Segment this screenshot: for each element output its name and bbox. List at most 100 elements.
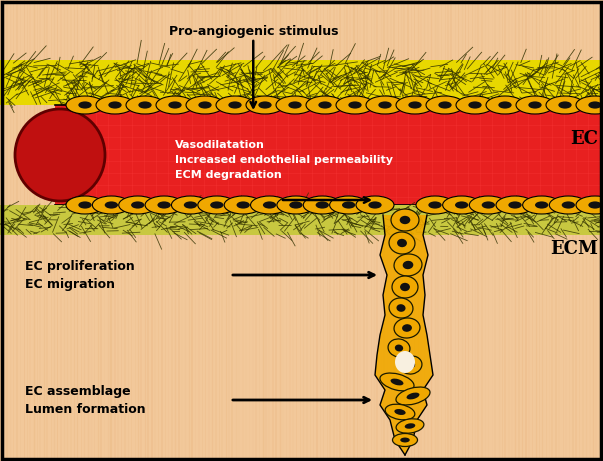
Ellipse shape	[385, 404, 415, 420]
Ellipse shape	[426, 96, 464, 114]
Ellipse shape	[388, 339, 410, 357]
Ellipse shape	[303, 196, 341, 214]
Ellipse shape	[400, 356, 422, 374]
Ellipse shape	[156, 96, 194, 114]
Ellipse shape	[391, 209, 419, 231]
Ellipse shape	[105, 201, 118, 208]
Ellipse shape	[246, 96, 284, 114]
Text: EC assemblage
Lumen formation: EC assemblage Lumen formation	[25, 384, 146, 415]
Ellipse shape	[198, 196, 236, 214]
Ellipse shape	[318, 101, 332, 109]
Ellipse shape	[576, 96, 603, 114]
Ellipse shape	[131, 201, 144, 208]
Ellipse shape	[469, 101, 482, 109]
Ellipse shape	[126, 96, 164, 114]
Ellipse shape	[516, 96, 554, 114]
Ellipse shape	[342, 201, 355, 208]
Ellipse shape	[394, 254, 422, 276]
Ellipse shape	[15, 109, 105, 201]
Ellipse shape	[66, 196, 104, 214]
Ellipse shape	[456, 96, 494, 114]
Ellipse shape	[236, 201, 250, 208]
Ellipse shape	[145, 196, 183, 214]
Ellipse shape	[428, 201, 441, 208]
Ellipse shape	[276, 96, 314, 114]
Ellipse shape	[558, 101, 572, 109]
Ellipse shape	[523, 196, 561, 214]
Ellipse shape	[561, 201, 575, 208]
Ellipse shape	[405, 423, 415, 429]
Ellipse shape	[78, 201, 92, 208]
Ellipse shape	[589, 101, 602, 109]
Text: Pro-angiogenic stimulus: Pro-angiogenic stimulus	[168, 25, 338, 38]
Ellipse shape	[250, 196, 289, 214]
Ellipse shape	[416, 196, 454, 214]
Text: ECM: ECM	[550, 240, 598, 258]
Ellipse shape	[78, 101, 92, 109]
Ellipse shape	[92, 196, 130, 214]
Ellipse shape	[109, 101, 122, 109]
Ellipse shape	[366, 96, 404, 114]
Ellipse shape	[403, 261, 413, 269]
Ellipse shape	[356, 196, 394, 214]
Ellipse shape	[397, 239, 407, 247]
Ellipse shape	[389, 232, 415, 254]
Ellipse shape	[138, 101, 151, 109]
Ellipse shape	[396, 419, 424, 433]
Ellipse shape	[394, 318, 420, 338]
Ellipse shape	[394, 409, 406, 415]
Ellipse shape	[216, 96, 254, 114]
Ellipse shape	[96, 96, 134, 114]
Ellipse shape	[258, 101, 271, 109]
Ellipse shape	[330, 196, 368, 214]
Ellipse shape	[407, 361, 415, 368]
Ellipse shape	[400, 216, 410, 224]
Ellipse shape	[389, 298, 413, 318]
Ellipse shape	[482, 201, 495, 208]
Polygon shape	[375, 215, 433, 455]
Bar	[0, 205, 603, 235]
Ellipse shape	[402, 324, 412, 332]
Ellipse shape	[535, 201, 548, 208]
Ellipse shape	[66, 96, 104, 114]
Text: Vasodilatation
Increased endothelial permeability
ECM degradation: Vasodilatation Increased endothelial per…	[175, 140, 393, 180]
Bar	[55, 105, 603, 205]
Ellipse shape	[576, 196, 603, 214]
Ellipse shape	[288, 101, 302, 109]
Ellipse shape	[378, 101, 392, 109]
Ellipse shape	[380, 373, 414, 391]
Ellipse shape	[277, 196, 315, 214]
Ellipse shape	[157, 201, 171, 208]
Ellipse shape	[229, 101, 242, 109]
Ellipse shape	[119, 196, 157, 214]
Ellipse shape	[469, 196, 507, 214]
Ellipse shape	[263, 201, 276, 208]
Ellipse shape	[198, 101, 212, 109]
Ellipse shape	[549, 196, 587, 214]
Ellipse shape	[396, 304, 406, 312]
Ellipse shape	[395, 344, 403, 351]
Ellipse shape	[391, 378, 403, 385]
Ellipse shape	[400, 283, 410, 291]
Ellipse shape	[508, 201, 522, 208]
Ellipse shape	[186, 96, 224, 114]
Ellipse shape	[368, 201, 382, 208]
Ellipse shape	[396, 387, 430, 405]
Ellipse shape	[210, 201, 224, 208]
Ellipse shape	[443, 196, 481, 214]
Ellipse shape	[315, 201, 329, 208]
Ellipse shape	[406, 393, 420, 399]
Bar	[0, 60, 603, 105]
Ellipse shape	[171, 196, 209, 214]
Ellipse shape	[486, 96, 524, 114]
Ellipse shape	[289, 201, 303, 208]
Ellipse shape	[349, 101, 362, 109]
Ellipse shape	[306, 96, 344, 114]
Ellipse shape	[546, 96, 584, 114]
Ellipse shape	[400, 437, 410, 443]
Ellipse shape	[395, 351, 415, 373]
Ellipse shape	[224, 196, 262, 214]
Text: EC proliferation
EC migration: EC proliferation EC migration	[25, 260, 134, 290]
Ellipse shape	[336, 96, 374, 114]
Ellipse shape	[498, 101, 512, 109]
